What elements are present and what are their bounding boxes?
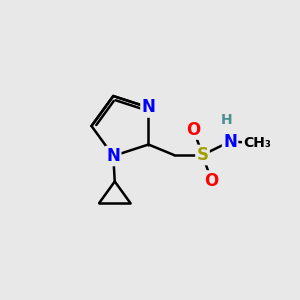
Text: O: O (186, 121, 201, 139)
Text: N: N (142, 98, 155, 116)
Text: N: N (223, 133, 237, 151)
Text: O: O (204, 172, 219, 190)
Text: N: N (106, 147, 120, 165)
Text: S: S (196, 146, 208, 164)
Text: H: H (221, 113, 232, 127)
Text: CH₃: CH₃ (243, 136, 271, 150)
